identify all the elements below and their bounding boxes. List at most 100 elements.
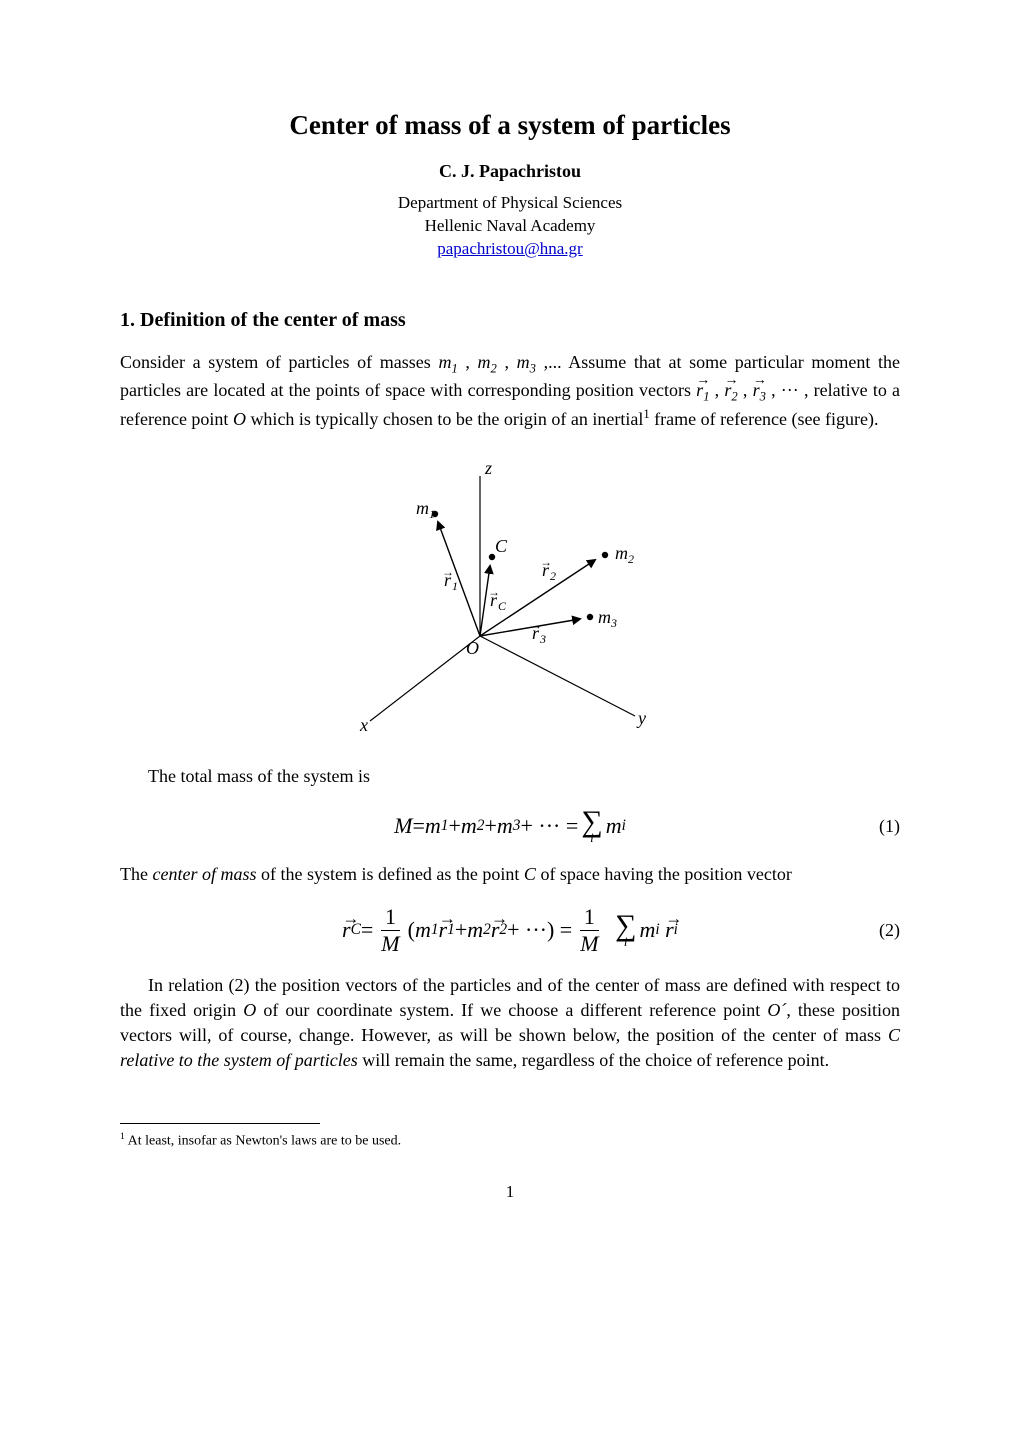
- eq1-m1: m: [425, 813, 441, 839]
- svg-text:r→2: r→2: [540, 555, 556, 583]
- p4-d: will remain the same, regardless of the …: [358, 1050, 829, 1070]
- fig-m2-sub: 2: [628, 552, 634, 566]
- p1-O: O: [233, 409, 246, 429]
- p3-c: of space having the position vector: [536, 864, 792, 884]
- eq1-mi-sub: i: [622, 817, 626, 835]
- p1-comma2: ,: [738, 380, 753, 400]
- page-number: 1: [120, 1182, 900, 1202]
- p1-sep1: ,: [458, 352, 478, 372]
- author-email-link[interactable]: papachristou@hna.gr: [437, 239, 582, 258]
- fig-m1: m: [416, 498, 429, 518]
- affiliation: Department of Physical Sciences Hellenic…: [120, 192, 900, 261]
- eq2-ri: r: [665, 917, 674, 943]
- p1-m2: m: [478, 352, 491, 372]
- eq1-m2-sub: 2: [477, 817, 485, 835]
- svg-text:m2: m2: [615, 543, 634, 566]
- svg-text:m1: m1: [416, 498, 435, 521]
- eq2-plus1: +: [455, 917, 467, 943]
- p4-b: of our coordinate system. If we choose a…: [256, 1000, 767, 1020]
- eq1-m1-sub: 1: [441, 817, 449, 835]
- p4-C: C: [888, 1025, 900, 1045]
- paragraph-1: Consider a system of particles of masses…: [120, 350, 900, 433]
- page-title: Center of mass of a system of particles: [120, 110, 900, 141]
- fig-m2: m: [615, 543, 628, 563]
- p1-m1: m: [438, 352, 451, 372]
- footnote-rule: [120, 1123, 320, 1124]
- eq1-mi: m: [606, 813, 622, 839]
- fig-origin: O: [466, 638, 479, 658]
- p1-text-a: Consider a system of particles of masses: [120, 352, 438, 372]
- fig-m3: m: [598, 607, 611, 627]
- eq1-plus1: +: [448, 813, 460, 839]
- p1-m3: m: [517, 352, 530, 372]
- p1-r2: r: [724, 378, 731, 403]
- footnote-1: 1 At least, insofar as Newton's laws are…: [120, 1130, 900, 1151]
- eq2-dots: + ···) =: [507, 917, 572, 943]
- fig-r2-sub: 2: [550, 569, 556, 583]
- p3-em: center of mass: [152, 864, 256, 884]
- paragraph-4: In relation (2) the position vectors of …: [120, 973, 900, 1074]
- affiliation-line-2: Hellenic Naval Academy: [425, 216, 596, 235]
- p4-O: O: [243, 1000, 256, 1020]
- figure-svg: z x y O C m1 m2 m3 r→1 r→2 r→3 r→C: [330, 456, 690, 736]
- svg-text:r→C: r→C: [488, 585, 507, 613]
- p3-a: The: [120, 864, 152, 884]
- p1-comma1: ,: [709, 380, 724, 400]
- p4-em: relative to the system of particles: [120, 1050, 358, 1070]
- eq2-mi: m: [639, 917, 655, 943]
- eq2-m1-sub: 1: [431, 921, 439, 939]
- eq2-eq1: =: [361, 917, 373, 943]
- footnote-text: At least, insofar as Newton's laws are t…: [125, 1134, 401, 1149]
- eq1-m3: m: [497, 813, 513, 839]
- p1-r3: r: [753, 378, 760, 403]
- eq2-m2-sub: 2: [483, 921, 491, 939]
- eq1-plus2: +: [484, 813, 496, 839]
- eq1-dots: + ··· =: [521, 813, 579, 839]
- eq2-frac1: 1M: [377, 906, 403, 955]
- eq2-rC: r: [342, 917, 351, 943]
- paragraph-3: The center of mass of the system is defi…: [120, 862, 900, 887]
- equation-2: rC = 1M (m1r1 + m2r2 + ···) = 1M ∑imi ri…: [120, 906, 900, 955]
- p1-text-d: which is typically chosen to be the orig…: [246, 409, 643, 429]
- fig-r1-sub: 1: [452, 579, 458, 593]
- p1-r1: r: [696, 378, 703, 403]
- figure-1: z x y O C m1 m2 m3 r→1 r→2 r→3 r→C: [120, 456, 900, 736]
- svg-text:r→3: r→3: [530, 618, 546, 646]
- fig-axis-x: x: [359, 715, 368, 735]
- eq1-eq: =: [412, 813, 424, 839]
- eq2-m2: m: [467, 917, 483, 943]
- p3-b: of the system is defined as the point: [256, 864, 523, 884]
- paragraph-2: The total mass of the system is: [120, 764, 900, 789]
- fig-axis-z: z: [484, 458, 492, 478]
- author: C. J. Papachristou: [120, 161, 900, 182]
- equation-1: M = m1 + m2 + m3 + ··· = ∑imi (1): [120, 808, 900, 845]
- eq1-m2: m: [461, 813, 477, 839]
- eq1-M: M: [394, 813, 412, 839]
- fig-m3-sub: 3: [610, 616, 617, 630]
- eq2-frac1-den: M: [377, 931, 403, 955]
- fig-axis-y: y: [636, 708, 646, 728]
- svg-text:m3: m3: [598, 607, 617, 630]
- eq1-m3-sub: 3: [513, 817, 521, 835]
- eq2-frac2-den: M: [576, 931, 602, 955]
- fig-C: C: [495, 536, 508, 556]
- eq1-sum-sub: i: [590, 832, 594, 844]
- eq2-frac1-num: 1: [381, 906, 400, 931]
- eq1-number: (1): [879, 816, 900, 837]
- eq2-frac2-num: 1: [580, 906, 599, 931]
- fig-r3-sub: 3: [539, 632, 546, 646]
- eq2-space: [607, 917, 613, 943]
- section-heading-1: 1. Definition of the center of mass: [120, 309, 900, 332]
- eq2-r2: r: [491, 917, 500, 943]
- eq2-r1: r: [439, 917, 448, 943]
- eq2-number: (2): [879, 920, 900, 941]
- fig-rC-sub: C: [498, 599, 507, 613]
- p4-Oprime: O´: [767, 1000, 786, 1020]
- eq2-frac2: 1M: [576, 906, 602, 955]
- p1-comma3: , ··· ,: [766, 380, 814, 400]
- eq2-sum-sub: i: [624, 936, 628, 948]
- eq2-lpar: (: [408, 917, 415, 943]
- p1-text-e: frame of reference (see figure).: [650, 409, 879, 429]
- p3-C: C: [524, 864, 536, 884]
- p1-sep2: ,: [497, 352, 517, 372]
